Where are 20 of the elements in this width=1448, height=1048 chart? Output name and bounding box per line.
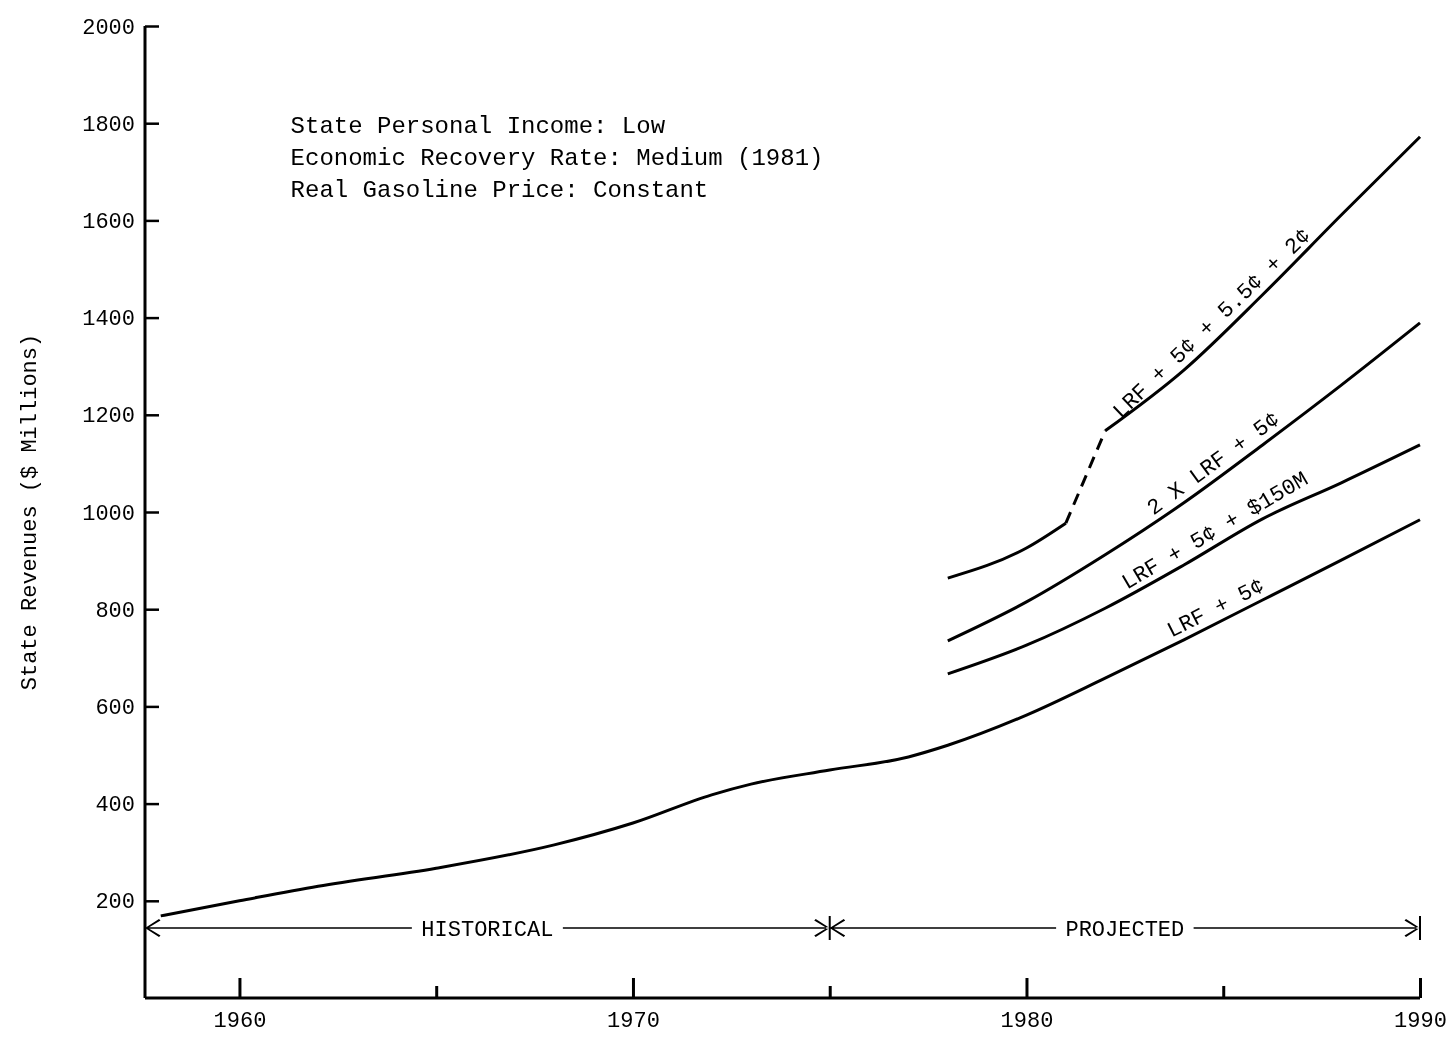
annotation: PROJECTED <box>1065 917 1185 943</box>
annotation: HISTORICAL <box>421 917 554 943</box>
text: LRF + 5¢ <box>1163 574 1269 645</box>
y-tick-label: 1000 <box>82 501 135 527</box>
x-tick-label: 1970 <box>607 1009 660 1035</box>
y-tick-label: 600 <box>95 695 135 721</box>
x-tick-label: 1960 <box>213 1009 267 1035</box>
y-tick-label: 1600 <box>82 209 135 235</box>
x-tick-label: 1990 <box>1394 1009 1447 1035</box>
annotation: State Personal Income: Low Economic Recovery Rate: Medium (1981) Real Gasoline Price: Constant <box>290 112 824 204</box>
y-axis-title: State Revenues ($ Millions) <box>18 333 43 691</box>
y-tick-label: 2000 <box>82 15 135 41</box>
line-series <box>946 321 1422 643</box>
y-tick-label: 800 <box>95 598 135 624</box>
y-tick-label: 1800 <box>82 112 135 138</box>
y-tick-label: 200 <box>95 890 135 916</box>
y-tick-label: 1200 <box>82 404 135 430</box>
x-tick-label: 1980 <box>1000 1009 1054 1035</box>
y-tick-label: 1400 <box>82 307 135 333</box>
y-tick-label: 400 <box>95 793 135 819</box>
